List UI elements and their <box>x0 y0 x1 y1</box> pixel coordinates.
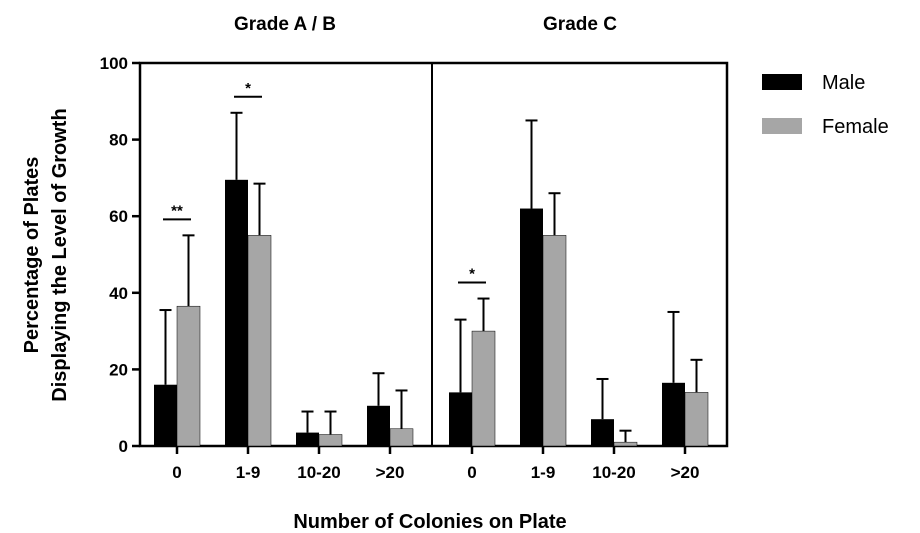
legend-label-female: Female <box>822 116 889 138</box>
x-tick-label: >20 <box>376 463 405 482</box>
y-tick-label: 80 <box>109 131 128 150</box>
y-axis-title-line1: Percentage of Plates <box>21 157 43 354</box>
y-tick-label: 40 <box>109 284 128 303</box>
significance-label: * <box>469 266 475 283</box>
bar-female <box>389 428 414 447</box>
bar-male <box>662 382 685 446</box>
bar-female <box>318 434 343 447</box>
y-axis-title-line2: Displaying the Level of Growth <box>49 108 71 401</box>
x-tick-label: 10-20 <box>592 463 635 482</box>
bar-male <box>225 179 248 446</box>
x-tick-label: 1-9 <box>236 463 261 482</box>
panel-title-right: Grade C <box>543 14 617 35</box>
plot-border <box>138 61 729 448</box>
bar-male <box>520 208 543 446</box>
y-tick-label: 60 <box>109 207 128 226</box>
bar-male <box>154 384 177 446</box>
legend-swatch-male <box>762 74 802 90</box>
bar-female <box>247 235 272 447</box>
legend: Male Female <box>762 72 889 138</box>
panel-title-left: Grade A / B <box>234 14 336 35</box>
bar-female <box>176 305 201 447</box>
significance-label: ** <box>171 202 183 219</box>
significance-label: * <box>245 80 251 97</box>
x-tick-label: 0 <box>467 463 476 482</box>
x-axis-title: Number of Colonies on Plate <box>293 511 566 533</box>
legend-label-male: Male <box>822 72 865 94</box>
x-tick-label: 1-9 <box>531 463 556 482</box>
y-tick-label: 20 <box>109 360 128 379</box>
bar-male <box>296 432 319 446</box>
y-tick-label: 0 <box>119 437 128 456</box>
x-tick-label: >20 <box>671 463 700 482</box>
bar-male <box>449 392 472 446</box>
bar-female <box>542 235 567 447</box>
x-tick-label: 0 <box>172 463 181 482</box>
legend-swatch-female <box>762 118 802 134</box>
y-tick-label: 100 <box>100 54 128 73</box>
bar-female <box>613 441 638 447</box>
bar-female <box>684 392 709 447</box>
bar-female <box>471 330 496 447</box>
bar-male <box>591 419 614 446</box>
x-tick-label: 10-20 <box>297 463 340 482</box>
bar-male <box>367 405 390 446</box>
